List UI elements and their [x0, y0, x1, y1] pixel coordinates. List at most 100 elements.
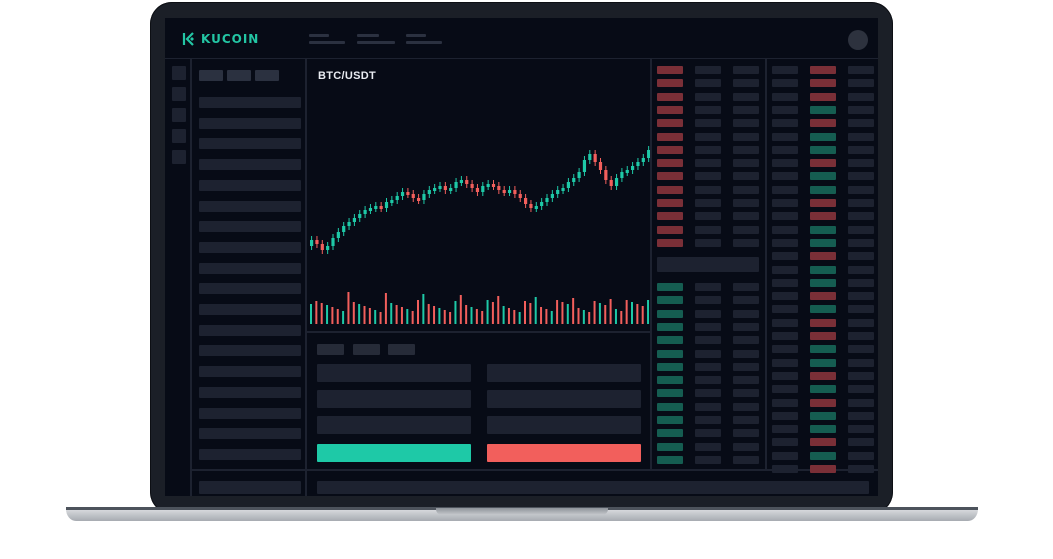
- candle: [342, 226, 346, 232]
- tool-button[interactable]: [172, 66, 186, 80]
- order-book-price-cell: [657, 119, 683, 128]
- market-row[interactable]: [199, 179, 301, 191]
- market-row[interactable]: [199, 200, 301, 212]
- sell-button[interactable]: [487, 444, 641, 462]
- trade-price-cell: [810, 145, 836, 154]
- buy-price-input[interactable]: [317, 364, 471, 382]
- trade-amount-cell: [848, 225, 874, 234]
- order-book-amount-cell: [695, 159, 721, 168]
- volume-bar: [641, 306, 644, 324]
- tool-button[interactable]: [172, 129, 186, 143]
- order-type-tab-2[interactable]: [353, 344, 380, 355]
- nav-item-1-bottom[interactable]: [309, 41, 345, 44]
- market-row[interactable]: [199, 138, 301, 150]
- order-book-total-cell: [733, 105, 759, 114]
- candle: [550, 194, 554, 198]
- market-row[interactable]: [199, 345, 301, 357]
- sell-price-input[interactable]: [487, 364, 641, 382]
- market-row[interactable]: [199, 117, 301, 129]
- market-row[interactable]: [199, 221, 301, 233]
- footer-main-bar: [317, 481, 869, 494]
- order-book-price-cell: [657, 389, 683, 398]
- candlestick-chart[interactable]: [308, 118, 650, 288]
- market-tab[interactable]: [227, 70, 251, 81]
- exchange-screen: KUCOIN BTC/USDT: [165, 18, 878, 496]
- candle: [486, 184, 490, 187]
- trade-price-cell: [810, 371, 836, 380]
- buy-amount-input[interactable]: [317, 390, 471, 408]
- market-row[interactable]: [199, 262, 301, 274]
- trade-price-cell: [810, 332, 836, 340]
- nav-item-3-bottom[interactable]: [406, 41, 442, 44]
- tool-button[interactable]: [172, 87, 186, 101]
- order-book-total-cell: [733, 92, 759, 101]
- trade-time-cell: [772, 172, 798, 181]
- tool-button[interactable]: [172, 150, 186, 164]
- market-row[interactable]: [199, 386, 301, 398]
- trade-amount-cell: [848, 425, 874, 434]
- trade-price-cell: [810, 345, 836, 354]
- volume-bar: [379, 312, 382, 324]
- order-book-total-cell: [733, 442, 759, 451]
- order-type-tab-3[interactable]: [388, 344, 415, 355]
- order-book-price-cell: [657, 212, 683, 221]
- divider-market-list: [305, 59, 307, 496]
- volume-bar: [577, 308, 580, 324]
- order-book-price-cell: [657, 105, 683, 114]
- candle: [315, 240, 319, 244]
- market-tab[interactable]: [255, 70, 279, 81]
- buy-total-input[interactable]: [317, 416, 471, 434]
- trade-price-cell: [810, 212, 836, 221]
- trade-amount-cell: [848, 159, 874, 168]
- trade-price-cell: [810, 252, 836, 261]
- market-row[interactable]: [199, 241, 301, 253]
- volume-bar: [470, 307, 473, 324]
- tool-button[interactable]: [172, 108, 186, 122]
- volume-bar: [636, 304, 639, 324]
- trade-amount-cell: [848, 252, 874, 261]
- market-row[interactable]: [199, 366, 301, 378]
- trade-price-cell: [810, 159, 836, 168]
- order-book-amount-cell: [695, 322, 721, 331]
- trade-amount-cell: [848, 411, 874, 420]
- trade-price-cell: [810, 265, 836, 274]
- trade-time-cell: [772, 332, 798, 340]
- order-book-amount-cell: [695, 119, 721, 128]
- nav-item-3-top[interactable]: [406, 34, 426, 37]
- order-book-price-cell: [657, 336, 683, 345]
- market-tab[interactable]: [199, 70, 223, 81]
- market-row[interactable]: [199, 304, 301, 315]
- trade-amount-cell: [848, 278, 874, 287]
- footer-left-bar: [199, 481, 301, 494]
- market-row[interactable]: [199, 407, 301, 419]
- order-book-amount-cell: [695, 296, 721, 305]
- sell-amount-input[interactable]: [487, 390, 641, 408]
- market-row[interactable]: [199, 159, 301, 171]
- order-book-amount-cell: [695, 105, 721, 114]
- order-book-price-cell: [657, 376, 683, 385]
- candle: [320, 244, 324, 250]
- market-row[interactable]: [199, 448, 301, 460]
- nav-item-2-top[interactable]: [357, 34, 379, 37]
- market-row[interactable]: [199, 324, 301, 336]
- kucoin-logo[interactable]: KUCOIN: [181, 31, 259, 47]
- buy-button[interactable]: [317, 444, 471, 462]
- order-book-price-cell: [657, 199, 683, 207]
- market-row[interactable]: [199, 428, 301, 440]
- trade-amount-cell: [848, 318, 874, 327]
- user-avatar-icon[interactable]: [848, 30, 868, 50]
- nav-item-2-bottom[interactable]: [357, 41, 395, 44]
- trade-price-cell: [810, 119, 836, 128]
- trade-amount-cell: [848, 132, 874, 141]
- nav-item-1-top[interactable]: [309, 34, 329, 37]
- divider-orderbook: [765, 59, 767, 469]
- candle: [326, 246, 330, 250]
- sell-total-input[interactable]: [487, 416, 641, 434]
- market-row[interactable]: [199, 283, 301, 295]
- order-type-tab-1[interactable]: [317, 344, 344, 355]
- order-book-total-cell: [733, 389, 759, 398]
- candle: [502, 190, 506, 193]
- volume-bar: [631, 302, 633, 324]
- volume-bar: [459, 295, 462, 324]
- market-row[interactable]: [199, 97, 301, 108]
